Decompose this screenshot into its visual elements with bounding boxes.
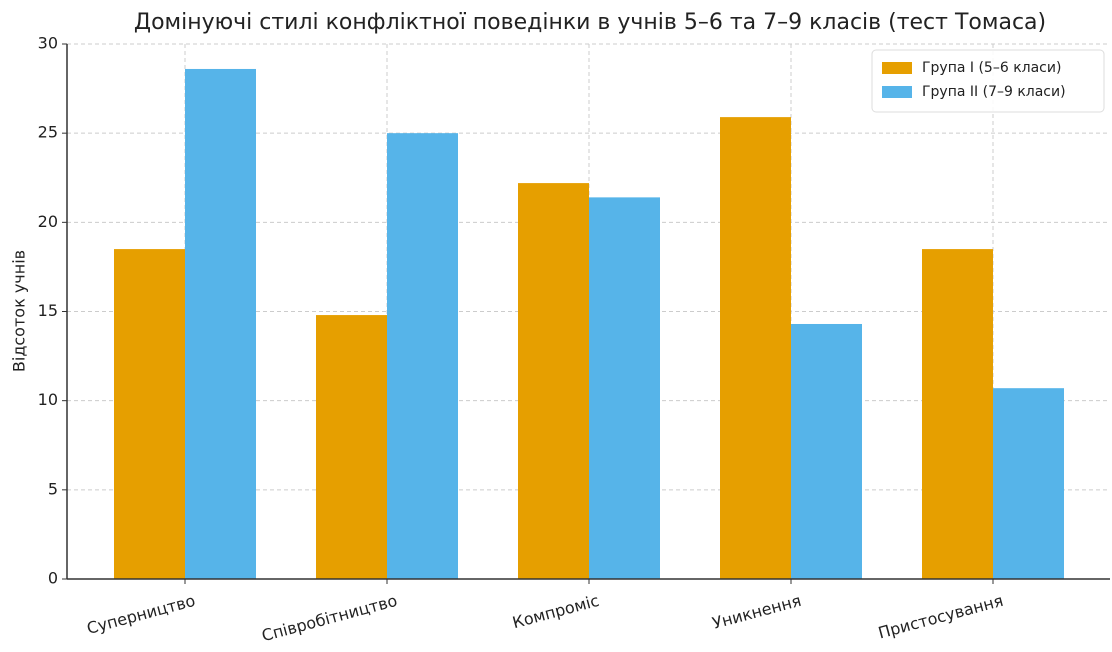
y-tick-label: 25 — [38, 123, 58, 142]
y-tick-label: 15 — [38, 301, 58, 320]
bar — [922, 249, 993, 580]
bar — [589, 197, 660, 579]
y-tick-label: 30 — [38, 34, 58, 53]
legend-label: Група I (5–6 класи) — [922, 60, 1061, 76]
bar — [791, 323, 862, 579]
chart-title: Домінуючі стилі конфліктної поведінки в … — [134, 10, 1046, 35]
y-axis-label: Відсоток учнів — [10, 250, 29, 372]
y-tick-label: 0 — [48, 569, 58, 588]
bar — [316, 315, 387, 579]
bar — [185, 68, 256, 579]
x-tick-label: Уникнення — [710, 591, 803, 633]
legend-swatch — [882, 86, 912, 98]
bar — [387, 133, 458, 579]
legend-label: Група II (7–9 класи) — [922, 84, 1066, 100]
y-tick-label: 20 — [38, 212, 58, 231]
bar — [720, 117, 791, 579]
x-tick-label: Суперництво — [85, 591, 198, 638]
legend: Група I (5–6 класи) Група II (7–9 класи) — [871, 49, 1105, 113]
bar — [993, 388, 1064, 579]
x-tick-label: Співробітництво — [260, 591, 400, 645]
legend-box — [871, 49, 1105, 113]
y-tick-label: 10 — [38, 390, 58, 409]
x-tick-label: Пристосування — [876, 591, 1005, 643]
bar — [114, 249, 185, 580]
x-tick-label: Компроміс — [510, 591, 601, 632]
bar — [518, 183, 589, 579]
legend-swatch — [882, 62, 912, 74]
y-tick-label: 5 — [48, 479, 58, 498]
